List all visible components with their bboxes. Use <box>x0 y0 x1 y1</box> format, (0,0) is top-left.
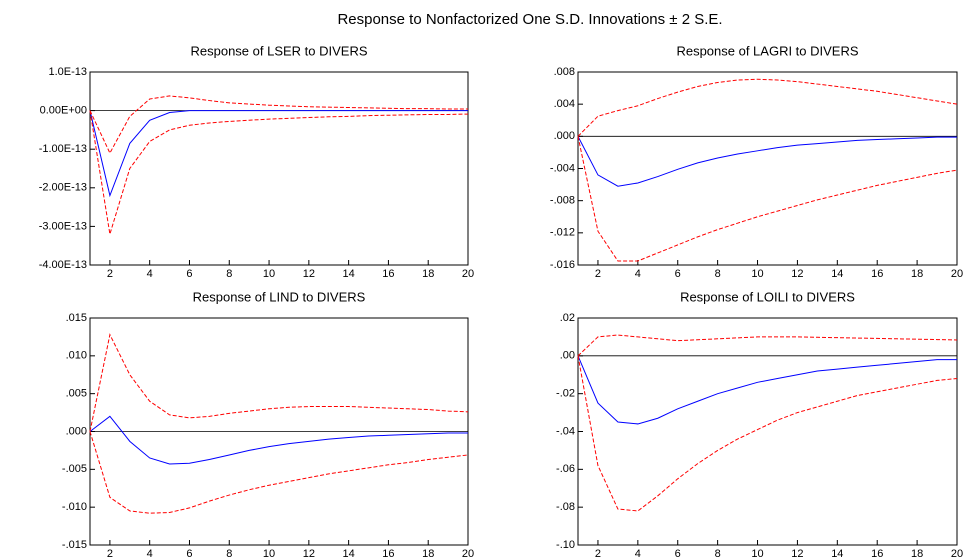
y-tick-label: -.015 <box>62 539 87 551</box>
x-tick-label: 10 <box>263 548 275 560</box>
x-tick-label: 4 <box>635 268 641 280</box>
y-tick-label: .02 <box>560 312 575 324</box>
y-tick-label: -.010 <box>62 501 87 513</box>
x-tick-label: 2 <box>595 268 601 280</box>
y-tick-label: -.012 <box>550 227 575 239</box>
x-tick-label: 2 <box>107 548 113 560</box>
y-tick-label: 0.00E+00 <box>40 105 87 117</box>
x-tick-label: 2 <box>595 548 601 560</box>
x-tick-label: 6 <box>675 268 681 280</box>
x-tick-label: 18 <box>422 268 434 280</box>
response-line <box>578 356 957 511</box>
y-tick-label: -1.00E-13 <box>39 143 87 155</box>
x-tick-label: 12 <box>791 268 803 280</box>
x-tick-label: 6 <box>186 268 192 280</box>
x-tick-label: 2 <box>107 268 113 280</box>
x-tick-label: 14 <box>831 268 843 280</box>
response-line <box>578 356 957 424</box>
y-tick-label: .008 <box>554 66 575 78</box>
plot-frame <box>90 72 468 265</box>
plot-frame <box>578 72 957 265</box>
x-tick-label: 14 <box>831 548 843 560</box>
y-tick-label: -.008 <box>550 195 575 207</box>
x-tick-label: 4 <box>147 268 153 280</box>
x-tick-label: 18 <box>911 548 923 560</box>
y-tick-label: -.04 <box>556 425 575 437</box>
x-tick-label: 16 <box>871 548 883 560</box>
chart: Response to Nonfactorized One S.D. Innov… <box>0 0 965 560</box>
x-tick-label: 10 <box>751 548 763 560</box>
y-tick-label: .015 <box>66 312 87 324</box>
x-tick-label: 14 <box>343 548 355 560</box>
y-tick-label: .000 <box>554 130 575 142</box>
x-tick-label: 6 <box>675 548 681 560</box>
y-tick-label: -3.00E-13 <box>39 220 87 232</box>
x-tick-label: 12 <box>791 548 803 560</box>
x-tick-label: 12 <box>303 268 315 280</box>
response-line <box>90 96 468 153</box>
x-tick-label: 4 <box>147 548 153 560</box>
y-tick-label: .00 <box>560 350 575 362</box>
y-tick-label: -.004 <box>550 162 575 174</box>
subplot-title: Response of LAGRI to DIVERS <box>676 43 858 58</box>
x-tick-label: 10 <box>751 268 763 280</box>
y-tick-label: -4.00E-13 <box>39 259 87 271</box>
x-tick-label: 16 <box>871 268 883 280</box>
subplot-title: Response of LIND to DIVERS <box>193 289 366 304</box>
response-line <box>578 335 957 356</box>
x-tick-label: 20 <box>951 268 963 280</box>
x-tick-label: 8 <box>715 268 721 280</box>
x-tick-label: 8 <box>715 548 721 560</box>
x-tick-label: 10 <box>263 268 275 280</box>
subplot-title: Response of LSER to DIVERS <box>190 43 367 58</box>
response-line <box>578 136 957 261</box>
x-tick-label: 20 <box>951 548 963 560</box>
response-line <box>90 111 468 235</box>
y-tick-label: -2.00E-13 <box>39 182 87 194</box>
response-line <box>90 416 468 464</box>
x-tick-label: 12 <box>303 548 315 560</box>
y-tick-label: -.08 <box>556 501 575 513</box>
response-line <box>578 79 957 136</box>
x-tick-label: 4 <box>635 548 641 560</box>
x-tick-label: 18 <box>422 548 434 560</box>
response-line <box>90 432 468 514</box>
x-tick-label: 8 <box>226 268 232 280</box>
figure-title: Response to Nonfactorized One S.D. Innov… <box>337 11 722 28</box>
x-tick-label: 20 <box>462 268 474 280</box>
y-tick-label: -.02 <box>556 388 575 400</box>
x-tick-label: 6 <box>186 548 192 560</box>
y-tick-label: -.10 <box>556 539 575 551</box>
y-tick-label: -.016 <box>550 259 575 271</box>
y-tick-label: -.06 <box>556 463 575 475</box>
y-tick-label: .004 <box>554 98 575 110</box>
x-tick-label: 8 <box>226 548 232 560</box>
y-tick-label: .010 <box>66 350 87 362</box>
x-tick-label: 14 <box>343 268 355 280</box>
x-tick-label: 16 <box>382 268 394 280</box>
x-tick-label: 20 <box>462 548 474 560</box>
x-tick-label: 18 <box>911 268 923 280</box>
y-tick-label: .005 <box>66 388 87 400</box>
response-line <box>90 335 468 432</box>
subplot-title: Response of LOILI to DIVERS <box>680 289 855 304</box>
y-tick-label: -.005 <box>62 463 87 475</box>
y-tick-label: 1.0E-13 <box>48 66 87 78</box>
response-line <box>578 136 957 186</box>
x-tick-label: 16 <box>382 548 394 560</box>
y-tick-label: .000 <box>66 425 87 437</box>
response-line <box>90 111 468 196</box>
